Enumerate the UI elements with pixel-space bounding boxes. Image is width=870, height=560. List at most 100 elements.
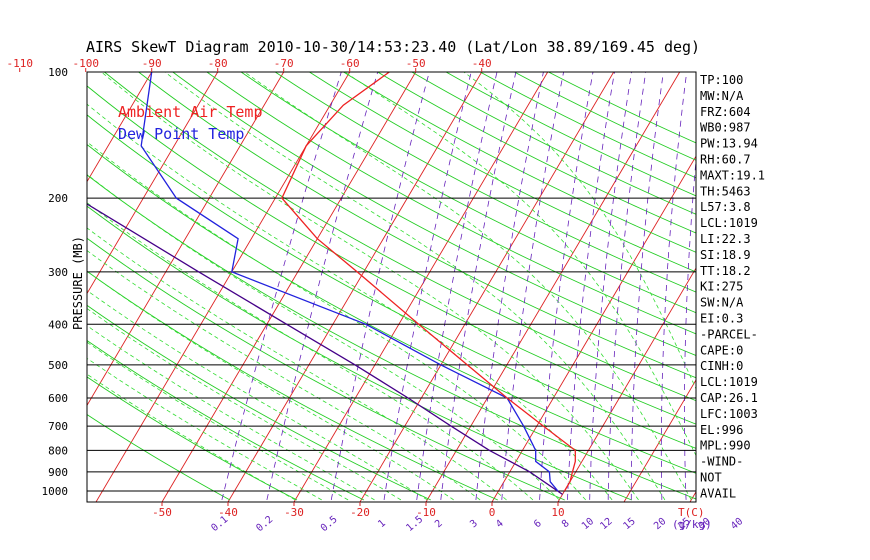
moist-adiabat-line: [87, 325, 375, 501]
isotherm-line: [87, 72, 219, 295]
plot-frame: [86, 71, 697, 503]
dry-adiabat-line: [206, 72, 696, 335]
dry-adiabat-line: [87, 237, 565, 501]
y-axis-label: PRESSURE (MB): [71, 236, 85, 330]
moist-adiabat-line: [101, 72, 639, 501]
pressure-tick-label: 700: [48, 420, 68, 433]
bottom-temp-tick-label: -10: [416, 506, 436, 519]
mixing-ratio-tick-label: 4: [494, 518, 506, 530]
index-value: SI:18.9: [700, 248, 751, 262]
bottom-temp-tick-label: -20: [350, 506, 370, 519]
index-value: NOT: [700, 471, 722, 485]
dry-adiabat-line: [87, 85, 696, 425]
dry-adiabat-line: [274, 72, 696, 293]
index-value: L57:3.8: [700, 200, 751, 214]
index-value: TT:18.2: [700, 264, 751, 278]
mixing-ratio-line: [501, 72, 564, 500]
index-value: PW:13.94: [700, 137, 758, 151]
moist-adiabat-line: [87, 202, 534, 501]
mixing-ratio-line: [567, 72, 615, 500]
index-value: EL:996: [700, 423, 743, 437]
index-value: LI:22.3: [700, 232, 751, 246]
chart-title: AIRS SkewT Diagram 2010-10-30/14:53:23.4…: [86, 38, 700, 56]
dry-adiabat-line: [514, 72, 696, 161]
pressure-tick-label: 400: [48, 318, 68, 331]
isotherm-line: [425, 72, 681, 502]
mixing-ratio-unit-label: (g/kg): [672, 518, 712, 531]
mixing-ratio-tick-label: 6: [532, 518, 544, 530]
mixing-ratio-tick-label: 12: [598, 516, 614, 532]
index-value: LCL:1019: [700, 375, 758, 389]
index-value: AVAIL: [700, 486, 736, 500]
index-value: -PARCEL-: [700, 327, 758, 341]
isotherm-line: [293, 72, 549, 502]
bottom-temp-tick-label: 10: [551, 506, 564, 519]
index-value: TH:5463: [700, 184, 751, 198]
mixing-ratio-line: [416, 72, 498, 500]
dry-adiabat-line: [138, 72, 696, 379]
isobar-lines: [87, 197, 696, 492]
index-value: CAPE:0: [700, 343, 743, 357]
moist-adiabat-line: [164, 72, 666, 501]
moist-adiabat-line: [87, 103, 613, 501]
pressure-tick-label: 800: [48, 444, 68, 457]
index-value: WB0:987: [700, 121, 751, 135]
mixing-ratio-line: [607, 72, 647, 500]
index-value: LCL:1019: [700, 216, 758, 230]
mixing-ratio-tick-label: 20: [652, 516, 668, 532]
top-temp-tick-label: -50: [406, 57, 426, 70]
isotherm-line: [0, 72, 20, 502]
legend-label: Ambient Air Temp: [118, 103, 263, 121]
dry-adiabat-line: [445, 72, 696, 197]
axis-ticks: 1000900800700600500400300200100-120-110-…: [6, 57, 745, 534]
profile-lines: [87, 72, 576, 495]
moist-adiabat-line: [87, 227, 507, 501]
isotherm-line: [822, 72, 870, 502]
moist-adiabat-line: [87, 290, 428, 501]
mixing-ratio-line: [660, 72, 688, 500]
index-value: SW:N/A: [700, 296, 744, 310]
moist-adiabat-line: [244, 72, 692, 501]
index-value: -WIND-: [700, 455, 743, 469]
dry-adiabat-line: [309, 72, 696, 273]
index-value: CINH:0: [700, 359, 743, 373]
moist-adiabat-line: [87, 250, 481, 501]
top-temp-tick-label: -100: [72, 57, 99, 70]
top-temp-tick-label: -70: [274, 57, 294, 70]
mixing-ratio-tick-label: 10: [580, 516, 596, 532]
temp-unit-label: T(C): [678, 506, 705, 519]
pressure-tick-label: 300: [48, 266, 68, 279]
mixing-ratio-tick-label: 1: [376, 518, 388, 530]
isotherm-line: [756, 72, 870, 502]
moist-adiabat-line: [87, 141, 586, 501]
isotherm-line: [491, 155, 696, 502]
dry-adiabat-line: [87, 376, 298, 501]
index-value: MAXT:19.1: [700, 168, 765, 182]
mixing-ratio-tick-label: 0.5: [319, 514, 340, 534]
dry-adiabat-line: [87, 174, 696, 500]
top-temp-tick-label: -90: [142, 57, 162, 70]
dry-adiabat-line: [87, 339, 365, 501]
dewpoint-profile-line: [140, 72, 559, 492]
legend: Ambient Air Temp Dew Point Temp: [118, 103, 263, 143]
mixing-ratio-line: [684, 156, 696, 500]
index-panel: TP:100 MW:N/A FRZ:604 WB0:987 PW:13.94 RH:60.…: [700, 73, 765, 500]
index-value: RH:60.7: [700, 153, 751, 167]
mixing-ratio-line: [440, 72, 517, 500]
bottom-temp-tick-label: 0: [489, 506, 496, 519]
mixing-ratio-line: [383, 72, 472, 500]
isotherm-line: [161, 72, 417, 502]
dry-adiabat-line: [104, 72, 696, 402]
mixing-ratio-line: [330, 72, 430, 500]
pressure-tick-label: 1000: [42, 485, 69, 498]
parcel-profile-line: [87, 203, 563, 495]
pressure-tick-label: 100: [48, 66, 68, 79]
index-value: LFC:1003: [700, 407, 758, 421]
mixing-ratio-line: [475, 72, 544, 500]
mixing-ratio-tick-label: 3: [468, 518, 480, 530]
isotherm-line: [623, 379, 696, 502]
pressure-tick-label: 200: [48, 192, 68, 205]
bottom-temp-tick-label: -30: [284, 506, 304, 519]
moist-adiabat-line: [87, 341, 349, 501]
